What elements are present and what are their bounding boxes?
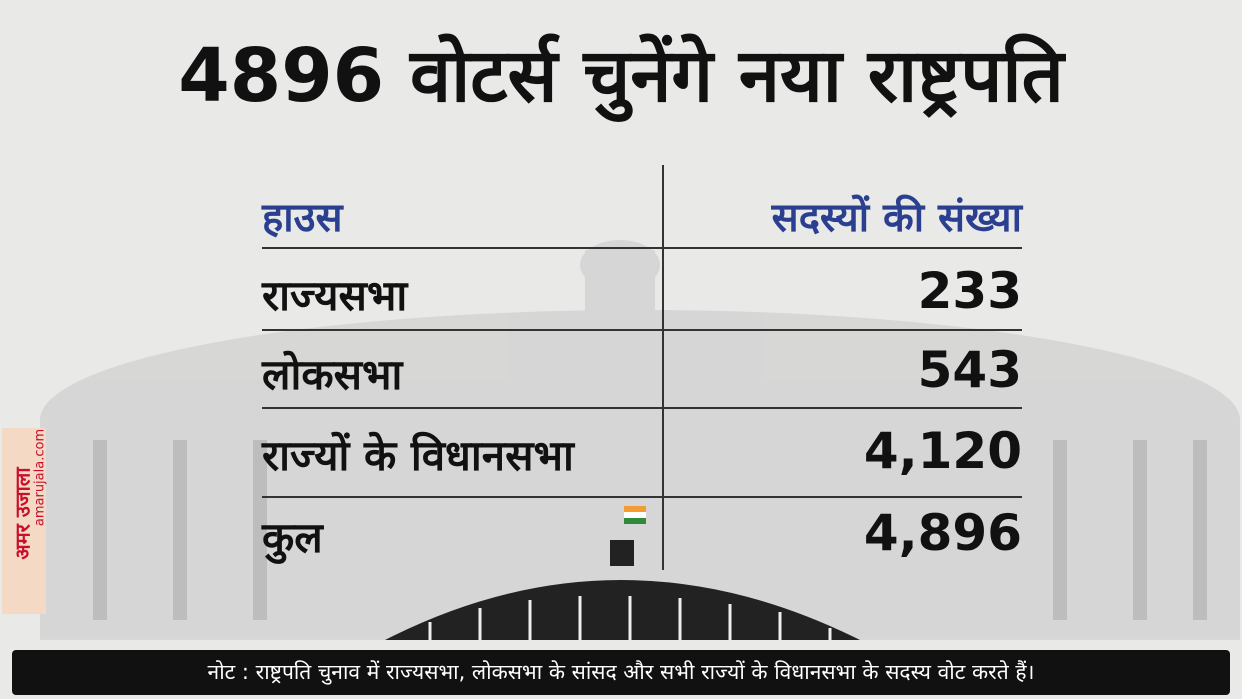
logo-box (2, 428, 46, 614)
column-header: हाउस (262, 195, 343, 241)
row-divider (262, 496, 1022, 498)
row-divider (262, 329, 1022, 331)
logo-site: amarujala.com (32, 428, 48, 527)
row-value: 543 (917, 341, 1022, 399)
note: नोट : राष्ट्रपति चुनाव में राज्यसभा, लोक… (12, 650, 1230, 695)
row-divider (262, 247, 1022, 249)
row-divider (262, 407, 1022, 409)
row-value: 233 (917, 262, 1022, 320)
row-label: राज्यसभा (262, 271, 408, 320)
row-label: कुल (262, 513, 323, 562)
row-value: 4,896 (863, 504, 1022, 562)
row-value: 4,120 (863, 422, 1022, 480)
row-label: राज्यों के विधानसभा (262, 431, 574, 480)
title: 4896 वोटर्स चुनेंगे नया राष्ट्रपति (178, 33, 1064, 119)
row-label: लोकसभा (262, 350, 403, 399)
column-header: सदस्यों की संख्या (771, 195, 1022, 241)
logo-brand: अमर उजाला (10, 467, 35, 560)
